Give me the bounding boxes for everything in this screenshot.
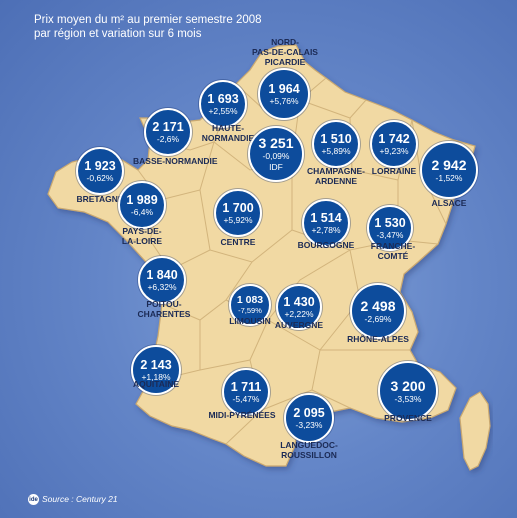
region-label-franche-comte: FRANCHE- COMTÉ <box>370 241 416 261</box>
variation-value: -0,62% <box>86 172 114 183</box>
price-value: 3 251 <box>258 135 294 151</box>
ide-logo: ide <box>28 494 39 505</box>
region-label-basse-normandie: BASSE-NORMANDIE <box>133 156 218 166</box>
price-value: 1 693 <box>207 91 239 106</box>
region-label-aquitaine: AQUITAINE <box>132 379 180 389</box>
price-value: 1 510 <box>320 131 352 146</box>
source-credit: Source : Century 21 <box>42 494 118 504</box>
map-title: Prix moyen du m² au premier semestre 200… <box>34 13 262 41</box>
region-label-pays-de-la-loire: PAYS-DE- LA-LOIRE <box>121 226 163 246</box>
variation-value: -6,4% <box>130 206 154 217</box>
variation-value: -3,23% <box>295 419 323 430</box>
region-label-rhone-alpes: RHÔNE-ALPES <box>347 334 409 344</box>
price-value: 2 095 <box>293 405 325 420</box>
price-value: 1 989 <box>126 192 158 207</box>
variation-value: +2,78% <box>311 224 341 235</box>
region-label-bretagne: BRETAGNE <box>76 194 124 204</box>
region-bubble-pays-de-la-loire: 1 989 -6,4% <box>118 181 166 229</box>
region-bubble-centre: 1 700 +5,92% <box>214 189 262 237</box>
price-value: 2 171 <box>152 119 184 134</box>
price-value: 1 840 <box>146 267 178 282</box>
region-bubble-franche-comte: 1 530 -3,47% <box>367 205 413 251</box>
region-bubble-aquitaine: 2 143 +1,18% <box>131 345 181 395</box>
region-bubble-basse-normandie: 2 171 -2,6% <box>144 108 192 156</box>
price-value: 2 143 <box>140 357 172 372</box>
region-inner-label: IDF <box>269 162 283 172</box>
variation-value: +1,18% <box>141 371 171 382</box>
region-bubble-nord: 1 964 +5,76% <box>258 68 310 120</box>
price-value: 1 923 <box>84 158 116 173</box>
price-value: 2 942 <box>431 156 467 173</box>
title-line-2: par région et variation sur 6 mois <box>34 28 202 40</box>
variation-value: +2,22% <box>284 308 314 319</box>
price-value: 1 430 <box>283 294 315 309</box>
variation-value: +9,23% <box>379 145 409 156</box>
region-bubble-champagne: 1 510 +5,89% <box>312 120 360 168</box>
region-bubble-haute-normandie: 1 693 +2,55% <box>199 80 247 128</box>
region-label-nord: NORD- PAS-DE-CALAIS PICARDIE <box>252 37 318 67</box>
region-label-champagne: CHAMPAGNE- ARDENNE <box>307 166 365 186</box>
variation-value: +2,55% <box>208 105 238 116</box>
price-value: 1 083 <box>236 294 264 306</box>
price-value: 1 530 <box>374 215 406 230</box>
region-label-midi-pyrenees: MIDI-PYRÉNÉES <box>208 410 276 420</box>
region-label-bourgogne: BOURGOGNE <box>297 240 355 250</box>
corsica <box>459 391 491 471</box>
region-bubble-bourgogne: 1 514 +2,78% <box>302 199 350 247</box>
region-bubble-alsace: 2 942 -1,52% <box>420 141 478 199</box>
region-bubble-limousin: 1 083 -7,59% <box>229 284 271 326</box>
region-label-limousin: LIMOUSIN <box>229 316 271 326</box>
variation-value: -0,09% <box>262 151 290 161</box>
region-label-alsace: ALSACE <box>431 198 467 208</box>
variation-value: +5,89% <box>321 145 351 156</box>
price-value: 1 514 <box>310 210 342 225</box>
region-bubble-languedoc: 2 095 -3,23% <box>284 393 334 443</box>
region-bubble-auvergne: 1 430 +2,22% <box>276 284 322 330</box>
price-value: 1 964 <box>268 81 300 96</box>
region-bubble-idf: 3 251 -0,09% IDF <box>248 126 304 182</box>
region-bubble-rhone-alpes: 2 498 -2,69% <box>350 283 406 339</box>
variation-value: -3,47% <box>376 229 404 240</box>
variation-value: -7,59% <box>238 306 262 315</box>
region-label-provence: PROVENCE <box>384 413 432 423</box>
variation-value: -1,52% <box>435 172 463 183</box>
region-bubble-poitou: 1 840 +6,32% <box>138 256 186 304</box>
region-label-haute-normandie: HAUTE- NORMANDIE <box>201 123 255 143</box>
variation-value: -3,53% <box>394 393 422 404</box>
region-bubble-lorraine: 1 742 +9,23% <box>370 120 418 168</box>
variation-value: +5,76% <box>269 95 299 106</box>
price-value: 2 498 <box>360 297 396 314</box>
region-bubble-midi-pyrenees: 1 711 -5,47% <box>222 368 270 416</box>
region-label-lorraine: LORRAINE <box>371 166 417 176</box>
price-value: 1 742 <box>378 131 410 146</box>
price-value: 3 200 <box>390 377 426 394</box>
variation-value: +6,32% <box>147 281 177 292</box>
price-value: 1 711 <box>230 379 262 394</box>
region-bubble-bretagne: 1 923 -0,62% <box>76 147 124 195</box>
region-label-centre: CENTRE <box>220 237 256 247</box>
region-label-auvergne: AUVERGNE <box>274 320 324 330</box>
price-value: 1 700 <box>222 200 254 215</box>
variation-value: -2,69% <box>364 313 392 324</box>
region-bubble-provence: 3 200 -3,53% <box>378 361 438 421</box>
variation-value: -2,6% <box>156 133 180 144</box>
variation-value: -5,47% <box>232 393 260 404</box>
region-label-poitou: POITOU- CHARENTES <box>137 299 191 319</box>
region-label-languedoc: LANGUEDOC- ROUSSILLON <box>280 440 338 460</box>
title-line-1: Prix moyen du m² au premier semestre 200… <box>34 14 262 26</box>
variation-value: +5,92% <box>223 214 253 225</box>
